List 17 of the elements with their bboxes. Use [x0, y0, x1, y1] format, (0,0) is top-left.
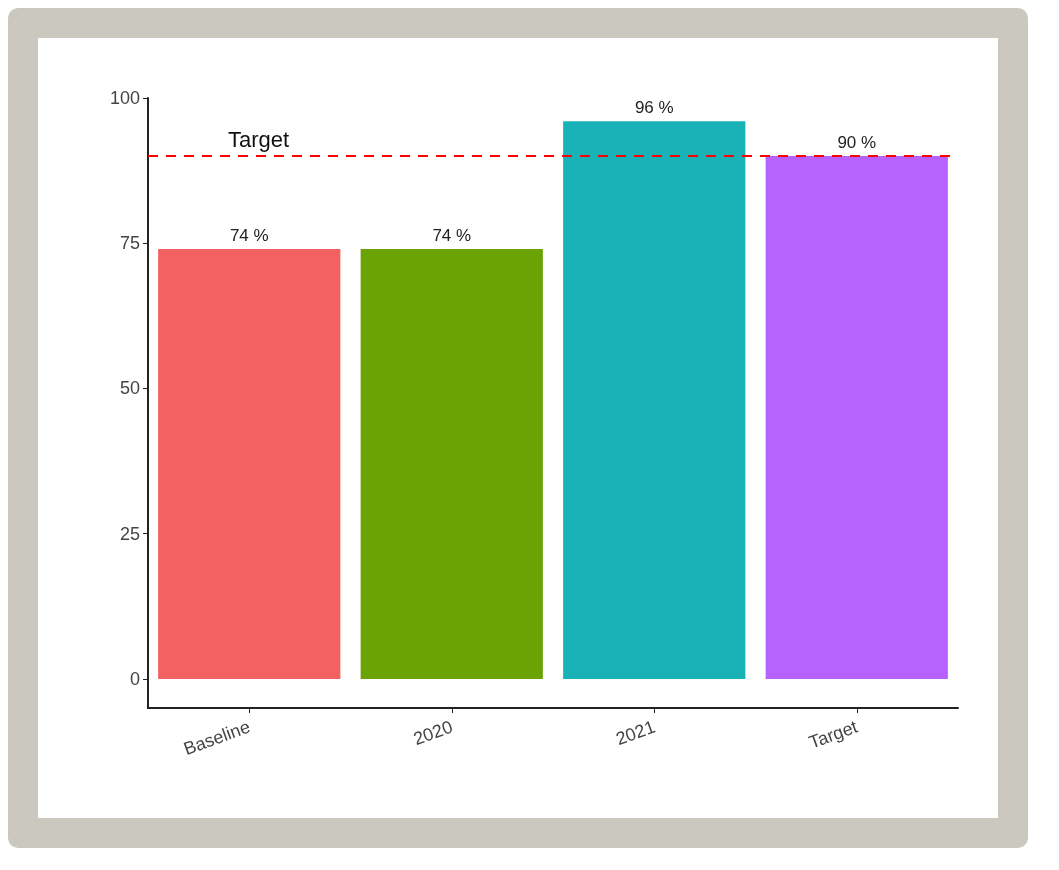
x-tick-label: 2021	[613, 716, 658, 750]
data-label: 74 %	[432, 226, 472, 246]
data-label: 90 %	[837, 133, 877, 153]
y-tick-label: 0	[129, 668, 140, 689]
x-tick-label: Target	[806, 716, 861, 753]
bar	[158, 249, 341, 679]
y-tick-label: 50	[119, 378, 140, 399]
y-tick-label: 100	[109, 88, 140, 108]
bar	[765, 156, 948, 679]
x-tick-label: 2020	[410, 716, 456, 750]
data-label: 96 %	[634, 98, 674, 118]
y-tick-label: 25	[119, 523, 140, 544]
data-label: 74 %	[229, 226, 269, 246]
y-tick-label: 75	[119, 233, 140, 254]
ref-line-label: Target	[228, 126, 290, 152]
bar	[563, 121, 746, 679]
bar	[360, 249, 543, 679]
